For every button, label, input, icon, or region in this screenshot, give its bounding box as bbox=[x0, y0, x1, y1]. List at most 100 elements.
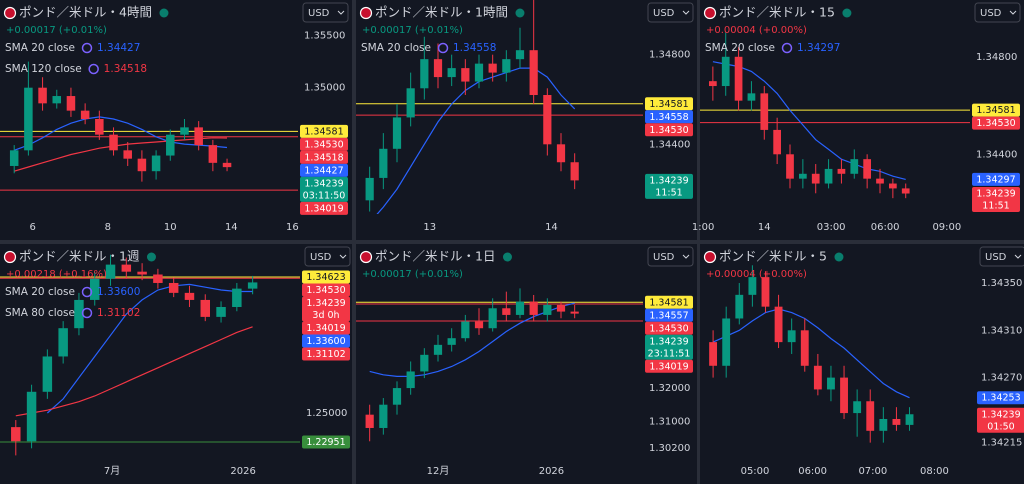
price-tag-label: 1.34253 bbox=[981, 393, 1020, 404]
indicator-icon bbox=[437, 42, 449, 54]
moving-average-line bbox=[712, 61, 906, 180]
price-tag bbox=[645, 308, 693, 322]
currency-button[interactable] bbox=[647, 2, 694, 23]
candle-body bbox=[58, 328, 68, 357]
candle-body bbox=[570, 162, 579, 181]
candle-body bbox=[889, 183, 897, 189]
price-tag bbox=[302, 296, 350, 322]
panel bbox=[700, 244, 1024, 484]
dropdown-chevron bbox=[682, 254, 690, 259]
candle-body bbox=[529, 50, 538, 96]
chart-title: ポンド／米ドル・4時間 bbox=[19, 5, 152, 20]
price-tag-label: 1.34530 bbox=[304, 139, 343, 150]
candle-body bbox=[879, 418, 888, 431]
candle-body bbox=[11, 427, 21, 442]
price-tag bbox=[302, 283, 350, 297]
price-tag-label: 1.34297 bbox=[976, 174, 1015, 185]
candle-body bbox=[392, 117, 402, 149]
price-tag-label: 1.34239 bbox=[981, 409, 1020, 420]
price-change: +0.00004 (+0.00%) bbox=[706, 269, 807, 280]
price-tag-label: 1.33600 bbox=[306, 336, 345, 347]
currency-button[interactable] bbox=[302, 2, 349, 23]
x-tick-label: 7月 bbox=[104, 465, 120, 477]
candle-body bbox=[787, 330, 796, 343]
y-tick-label: 1.34400 bbox=[649, 139, 690, 150]
price-change: +0.00218 (+0.16%) bbox=[6, 269, 107, 280]
candle-body bbox=[529, 301, 538, 315]
x-tick-label: 13 bbox=[423, 222, 436, 233]
price-tag-label: 1.34581 bbox=[649, 297, 688, 308]
panel bbox=[0, 0, 352, 240]
price-tag bbox=[645, 334, 693, 360]
price-tag bbox=[300, 176, 348, 202]
chart-title: ポンド／米ドル・1時間 bbox=[375, 5, 508, 20]
plot-area bbox=[0, 254, 300, 456]
price-tag bbox=[302, 347, 350, 361]
y-tick-label: 1.34350 bbox=[981, 278, 1022, 289]
price-tag-label: 1.34239 bbox=[649, 336, 688, 347]
candle-body bbox=[42, 356, 53, 392]
candle-body bbox=[365, 177, 374, 201]
price-tag bbox=[302, 270, 350, 284]
price-tag-label: 1.34239 bbox=[649, 175, 688, 186]
currency-button[interactable] bbox=[304, 246, 351, 267]
price-tag-label: 1.31102 bbox=[306, 349, 345, 360]
price-tag-label: 1.34581 bbox=[976, 105, 1015, 116]
price-change: +0.00017 (+0.01%) bbox=[362, 269, 463, 280]
candle-body bbox=[824, 168, 833, 184]
x-tick-label: 1:00 bbox=[692, 222, 714, 233]
y-tick-label: 1.34270 bbox=[981, 373, 1022, 384]
candle-body bbox=[811, 173, 820, 184]
moving-average-line bbox=[14, 137, 228, 172]
candle-body bbox=[515, 301, 525, 315]
price-tag bbox=[972, 187, 1020, 213]
price-tag-label: 1.34427 bbox=[304, 165, 343, 176]
price-tag bbox=[645, 123, 693, 137]
price-tag bbox=[302, 321, 350, 335]
indicator-name: SMA 80 close bbox=[5, 307, 75, 319]
x-tick-label: 14 bbox=[225, 222, 238, 233]
price-tag-countdown: 03:11:50 bbox=[303, 190, 346, 201]
dropdown-chevron bbox=[337, 10, 345, 15]
indicator-value: 1.34427 bbox=[97, 42, 140, 54]
candle-body bbox=[734, 56, 743, 101]
panel-bg bbox=[356, 0, 697, 240]
price-tag-label: 1.34557 bbox=[649, 310, 688, 321]
candle-body bbox=[153, 274, 163, 283]
plot-area bbox=[356, 0, 643, 214]
currency-button[interactable] bbox=[974, 2, 1021, 23]
candle-body bbox=[474, 321, 484, 329]
candle-body bbox=[905, 414, 914, 425]
candle-body bbox=[74, 299, 84, 329]
price-tag bbox=[300, 124, 348, 138]
candle-body bbox=[38, 87, 47, 104]
moving-average-line bbox=[712, 308, 910, 399]
price-tag bbox=[645, 295, 693, 309]
candle-body bbox=[892, 418, 901, 425]
price-tag-label: 1.34558 bbox=[649, 112, 688, 123]
dropdown-chevron bbox=[339, 254, 347, 259]
chart-title: ポンド／米ドル・1日 bbox=[375, 249, 495, 264]
panel-bg bbox=[356, 244, 697, 484]
currency-button[interactable] bbox=[979, 246, 1024, 267]
price-tag-label: 1.34530 bbox=[649, 125, 688, 136]
x-tick-label: 8 bbox=[105, 222, 111, 233]
price-tag bbox=[300, 201, 348, 215]
indicator-icon bbox=[81, 286, 93, 298]
status-dot bbox=[842, 8, 852, 18]
candle-body bbox=[800, 330, 809, 366]
candle-body bbox=[747, 93, 756, 101]
indicator-value: 1.33600 bbox=[97, 286, 140, 298]
candle-body bbox=[853, 401, 862, 414]
candle-body bbox=[151, 155, 161, 172]
price-tag-label: 1.34239 bbox=[976, 189, 1015, 200]
currency-button[interactable] bbox=[647, 246, 694, 267]
dropdown-chevron bbox=[1009, 10, 1017, 15]
candle-body bbox=[515, 50, 525, 60]
price-tag bbox=[300, 137, 348, 151]
candle-body bbox=[433, 59, 443, 78]
x-tick-label: 09:00 bbox=[932, 222, 961, 233]
candle-body bbox=[109, 134, 118, 151]
x-tick-label: 05:00 bbox=[741, 466, 770, 477]
